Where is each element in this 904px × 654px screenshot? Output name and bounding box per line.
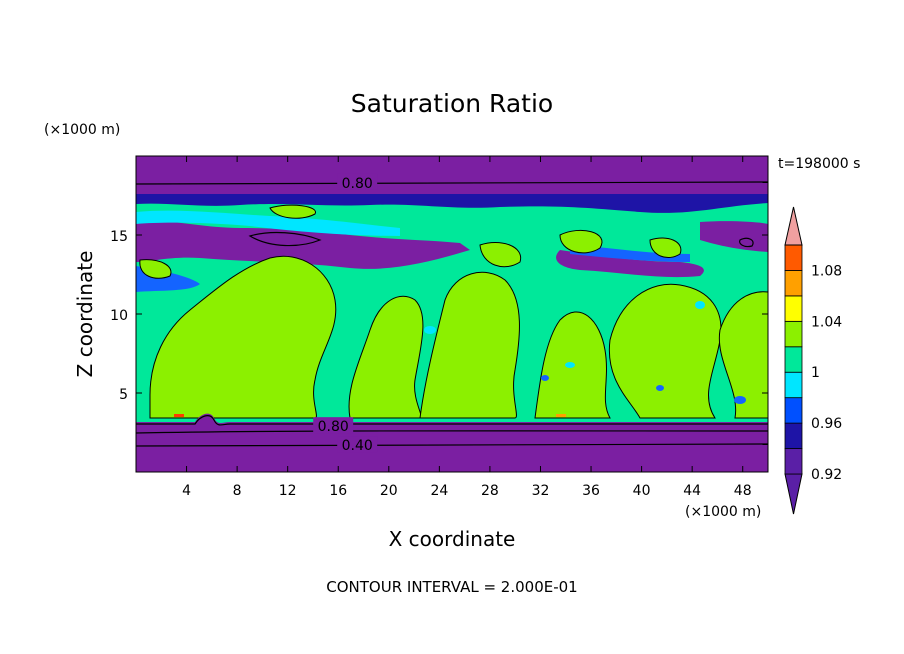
colorbar-label: 0.92: [811, 467, 842, 483]
colorbar-swatch: [784, 371, 803, 399]
colorbar-swatch: [784, 448, 803, 475]
surface-hot-spots: [174, 414, 566, 417]
plot-area: [136, 156, 768, 472]
y-tick-label: 5: [119, 387, 128, 403]
chart-title: Saturation Ratio: [351, 89, 553, 118]
contour-label: 0.40: [342, 438, 373, 454]
x-tick-label: 32: [532, 483, 550, 499]
colorbar-high-triangle: [784, 206, 803, 246]
x-tick-label: 40: [633, 483, 651, 499]
colorbar-swatch: [784, 422, 803, 449]
x-tick-label: 4: [182, 483, 191, 499]
lower-dry-layer: [136, 413, 768, 472]
x-tick-label: 20: [380, 483, 398, 499]
upper-cyan-streak: [136, 210, 400, 236]
x-tick-label: 8: [233, 483, 242, 499]
contour-label-bg: [337, 173, 378, 190]
x-tick-label: 24: [430, 483, 448, 499]
x-axis-title: X coordinate: [389, 527, 516, 551]
time-label: t=198000 s: [778, 156, 860, 172]
colorbar-swatch: [784, 244, 803, 271]
lower-layer-contours: [136, 415, 768, 447]
colorbar: 0.92 0.96 1 1.04 1.08: [784, 206, 842, 515]
small-features: [424, 301, 746, 404]
colorbar-label: 1.04: [811, 314, 842, 330]
colorbar-swatch: [784, 320, 803, 348]
x-tick-label: 12: [279, 483, 297, 499]
contour-label: 0.80: [318, 419, 349, 435]
y-axis-title: Z coordinate: [73, 251, 97, 378]
x-tick-label: 28: [481, 483, 499, 499]
contour-label-bg: [313, 417, 354, 434]
colorbar-swatch: [784, 270, 803, 297]
colorbar-label: 1: [811, 365, 820, 381]
x-tick-label: 48: [734, 483, 752, 499]
upper-dry-edge: [136, 194, 768, 213]
x-unit-label: (×1000 m): [685, 504, 761, 520]
y-tick-label: 15: [110, 229, 128, 245]
contour-interval-footer: CONTOUR INTERVAL = 2.000E-01: [326, 578, 577, 596]
colorbar-label: 1.08: [811, 263, 842, 279]
colorbar-swatch: [784, 295, 803, 322]
colorbar-swatch: [784, 397, 803, 424]
x-tick-label: 44: [683, 483, 701, 499]
upper-dry-layer: [136, 156, 768, 196]
colorbar-low-triangle: [784, 473, 803, 515]
x-tick-label: 16: [329, 483, 347, 499]
contour-label-bg: [337, 436, 378, 453]
y-tick-label: 10: [110, 308, 128, 324]
right-edge-dry: [700, 221, 768, 252]
supersaturated-cells: [139, 204, 768, 419]
y-unit-label: (×1000 m): [44, 122, 120, 138]
upper-contours: [136, 181, 768, 248]
x-axis: 4 8 12 16 20 24 28 32 36 40 44 48: [182, 156, 752, 499]
colorbar-swatch: [784, 346, 803, 373]
contour-labels: 0.80 0.80 0.40: [313, 173, 378, 454]
right-dry-streak: [556, 250, 704, 278]
contour-label: 0.80: [342, 176, 373, 192]
y-axis: 5 10 15: [110, 229, 768, 403]
colorbar-label: 0.96: [811, 416, 842, 432]
x-tick-label: 36: [582, 483, 600, 499]
